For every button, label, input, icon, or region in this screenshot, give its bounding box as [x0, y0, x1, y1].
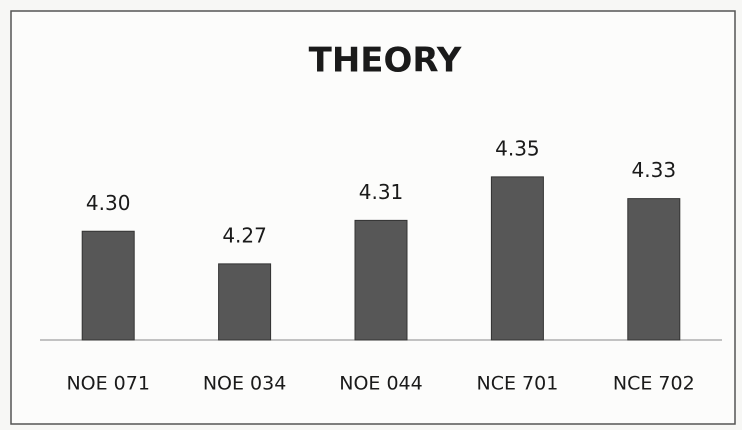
x-tick-label: NOE 071: [66, 373, 149, 395]
bar: [490, 176, 544, 341]
data-label: 4.30: [86, 191, 131, 215]
data-label: 4.35: [495, 136, 540, 160]
chart-frame: [10, 10, 736, 425]
data-label: 4.27: [222, 223, 267, 247]
bar: [627, 198, 681, 341]
x-tick-label: NCE 701: [477, 373, 559, 395]
x-tick-label: NOE 034: [203, 373, 286, 395]
bar: [354, 219, 408, 341]
data-label: 4.31: [359, 180, 404, 204]
bar: [81, 230, 135, 341]
x-tick-label: NOE 044: [339, 373, 422, 395]
data-label: 4.33: [632, 158, 677, 182]
x-tick-label: NCE 702: [613, 373, 695, 395]
chart-title: THEORY: [309, 41, 462, 81]
bar: [218, 263, 272, 341]
